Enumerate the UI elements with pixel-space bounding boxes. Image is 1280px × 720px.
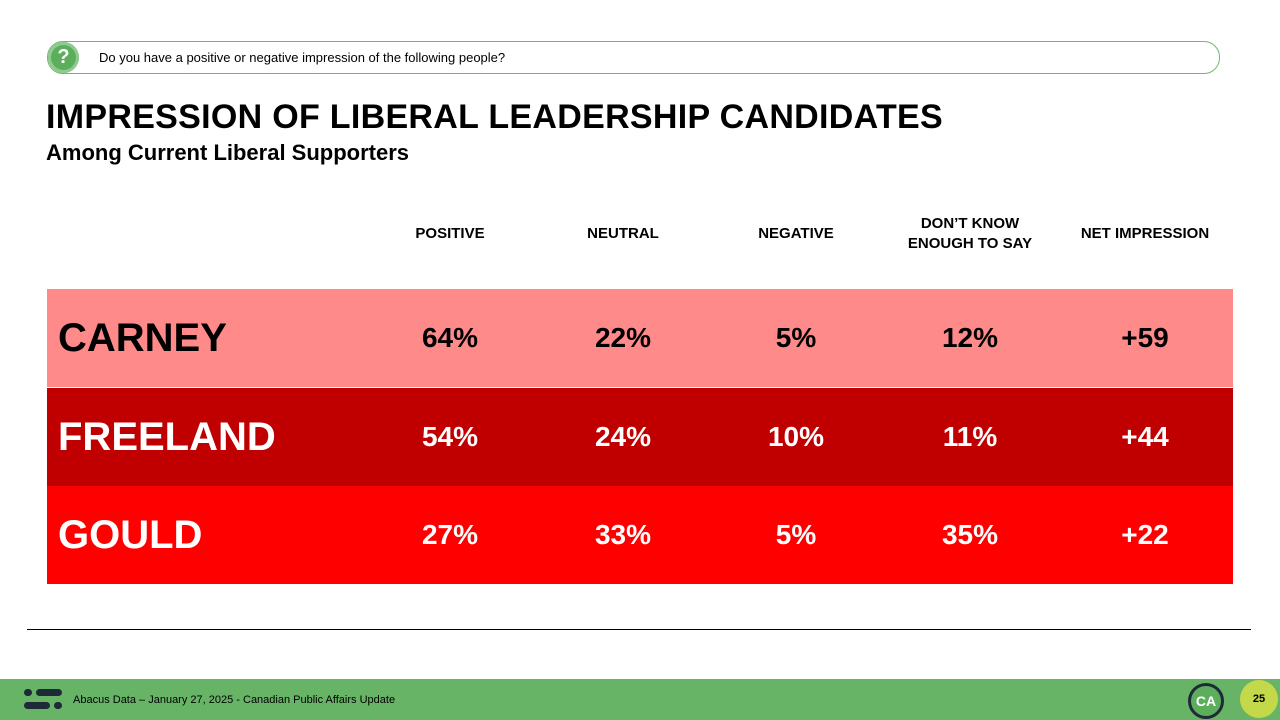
row-name: FREELAND xyxy=(58,414,276,459)
table-row: CARNEY 64% 22% 5% 12% +59 xyxy=(47,289,1233,387)
question-text: Do you have a positive or negative impre… xyxy=(99,50,506,65)
cell: 35% xyxy=(941,519,999,550)
footer-bar xyxy=(0,679,1280,720)
cell: +59 xyxy=(1121,322,1169,353)
table-row: GOULD 27% 33% 5% 35% +22 xyxy=(47,486,1233,584)
question-icon: ? xyxy=(48,42,79,73)
page-number: 25 xyxy=(1240,680,1278,718)
cell: 11% xyxy=(942,420,998,452)
subtitle: Among Current Liberal Supporters xyxy=(46,140,410,165)
column-header: POSITIVE xyxy=(415,225,485,242)
cell: 33% xyxy=(594,519,652,550)
footer-source: Abacus Data – January 27, 2025 - Canadia… xyxy=(73,694,396,706)
column-header: NEUTRAL xyxy=(587,225,659,242)
column-header: DON’T KNOW ENOUGH TO SAY xyxy=(907,215,1033,252)
cell: 5% xyxy=(775,519,817,550)
cell: 22% xyxy=(594,322,652,353)
column-header: NEGATIVE xyxy=(758,225,834,242)
cell: 64% xyxy=(421,322,479,353)
question-bar xyxy=(47,41,1220,74)
cell: 10% xyxy=(767,420,825,452)
cell: +22 xyxy=(1121,519,1169,550)
divider xyxy=(27,629,1251,630)
row-name: GOULD xyxy=(58,513,203,557)
row-name: CARNEY xyxy=(58,316,227,360)
cell: 54% xyxy=(421,420,479,452)
footer-badge: CA xyxy=(1188,683,1224,719)
cell: 24% xyxy=(594,420,652,452)
column-header: NET IMPRESSION xyxy=(1080,225,1210,242)
title: IMPRESSION OF LIBERAL LEADERSHIP CANDIDA… xyxy=(46,98,943,136)
cell: 27% xyxy=(421,519,479,550)
cell: 5% xyxy=(775,322,817,353)
cell: 12% xyxy=(941,322,999,353)
footer-logo xyxy=(24,689,62,709)
table-row: FREELAND 54% 24% 10% 11% +44 xyxy=(47,387,1233,486)
cell: +44 xyxy=(1121,420,1169,452)
